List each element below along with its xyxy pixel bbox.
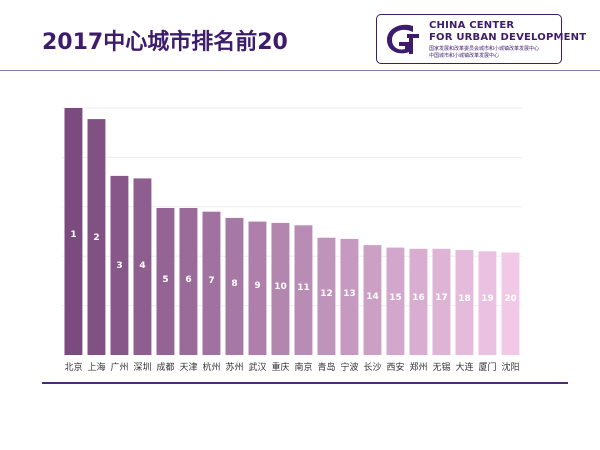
bar-重庆 bbox=[271, 222, 290, 355]
ccud-logo-icon bbox=[387, 24, 419, 54]
data-label-8: 8 bbox=[231, 279, 237, 289]
data-label-2: 2 bbox=[93, 233, 99, 243]
data-label-11: 11 bbox=[297, 283, 310, 293]
bar-广州 bbox=[110, 175, 129, 355]
x-tick-label-大连: 大连 bbox=[455, 361, 473, 373]
data-label-3: 3 bbox=[116, 261, 122, 271]
bar-天津 bbox=[179, 208, 198, 355]
x-tick-label-青岛: 青岛 bbox=[317, 361, 335, 373]
data-label-5: 5 bbox=[162, 275, 168, 285]
x-tick-label-上海: 上海 bbox=[87, 361, 105, 373]
data-label-19: 19 bbox=[481, 294, 494, 304]
x-tick-label-郑州: 郑州 bbox=[409, 361, 427, 373]
x-tick-label-武汉: 武汉 bbox=[248, 361, 266, 373]
bar-青岛 bbox=[317, 237, 336, 355]
x-tick-label-西安: 西安 bbox=[386, 361, 404, 373]
data-label-1: 1 bbox=[70, 230, 76, 240]
bar-成都 bbox=[156, 208, 175, 355]
china-center-logo: CHINA CENTER FOR URBAN DEVELOPMENT 国家发展和… bbox=[376, 14, 586, 64]
x-tick-label-杭州: 杭州 bbox=[202, 361, 220, 373]
data-label-16: 16 bbox=[412, 293, 425, 303]
data-label-14: 14 bbox=[366, 292, 379, 302]
title-divider bbox=[0, 70, 600, 71]
logo-text-line1: CHINA CENTER bbox=[429, 20, 515, 31]
bar-北京 bbox=[64, 108, 83, 355]
bar-宁波 bbox=[340, 238, 359, 355]
bar-郑州 bbox=[409, 248, 428, 355]
x-tick-label-无锡: 无锡 bbox=[432, 362, 450, 373]
data-label-17: 17 bbox=[435, 293, 448, 303]
x-tick-label-广州: 广州 bbox=[110, 361, 128, 373]
data-label-9: 9 bbox=[254, 281, 260, 291]
data-label-15: 15 bbox=[389, 293, 402, 303]
bar-杭州 bbox=[202, 211, 221, 355]
data-label-13: 13 bbox=[343, 289, 356, 299]
bar-上海 bbox=[87, 119, 106, 355]
data-label-10: 10 bbox=[274, 282, 287, 292]
data-label-20: 20 bbox=[504, 294, 517, 304]
logo-subtext-line2: 中国城市和小城镇改革发展中心 bbox=[429, 53, 500, 59]
x-tick-label-重庆: 重庆 bbox=[271, 361, 289, 373]
x-tick-label-成都: 成都 bbox=[156, 361, 174, 373]
x-tick-label-宁波: 宁波 bbox=[340, 361, 358, 373]
data-label-4: 4 bbox=[139, 261, 145, 271]
data-label-12: 12 bbox=[320, 289, 333, 299]
bar-西安 bbox=[386, 247, 405, 355]
bar-厦门 bbox=[478, 251, 497, 355]
x-tick-label-苏州: 苏州 bbox=[225, 361, 243, 373]
x-tick-label-天津: 天津 bbox=[179, 362, 197, 373]
bar-沈阳 bbox=[501, 252, 520, 355]
data-label-6: 6 bbox=[185, 275, 191, 285]
bar-武汉 bbox=[248, 221, 267, 355]
x-tick-label-北京: 北京 bbox=[64, 361, 82, 373]
data-label-18: 18 bbox=[458, 294, 471, 304]
page-title: 2017中心城市排名前20 bbox=[42, 30, 288, 55]
logo-subtext-line1: 国家发展和改革委员会城市和小城镇改革发展中心 bbox=[429, 46, 540, 52]
bar-苏州 bbox=[225, 217, 244, 355]
x-tick-label-南京: 南京 bbox=[294, 361, 312, 373]
x-tick-label-沈阳: 沈阳 bbox=[501, 361, 519, 373]
x-tick-label-深圳: 深圳 bbox=[133, 362, 151, 373]
bar-大连 bbox=[455, 250, 474, 355]
chart-baseline bbox=[42, 382, 568, 384]
x-tick-label-长沙: 长沙 bbox=[363, 361, 381, 373]
logo-text-line2: FOR URBAN DEVELOPMENT bbox=[429, 32, 587, 43]
bar-长沙 bbox=[363, 245, 382, 355]
bar-深圳 bbox=[133, 178, 152, 355]
data-label-7: 7 bbox=[208, 276, 214, 286]
bar-无锡 bbox=[432, 248, 451, 355]
x-tick-label-厦门: 厦门 bbox=[478, 361, 496, 373]
bar-南京 bbox=[294, 225, 313, 355]
